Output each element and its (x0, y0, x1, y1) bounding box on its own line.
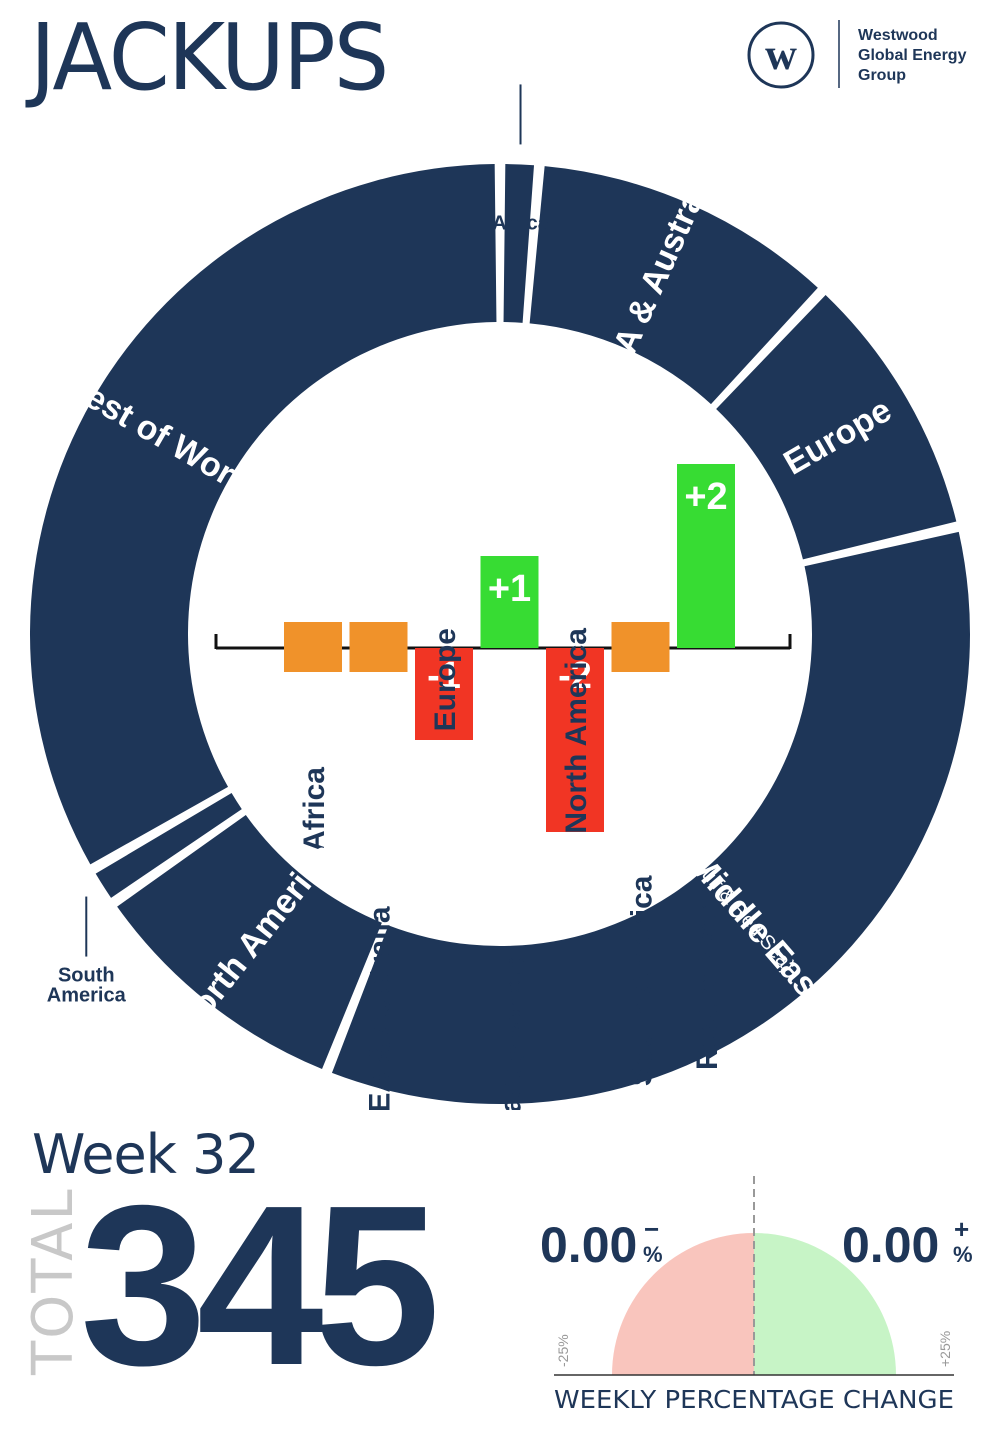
week-label: Week 32 (32, 1123, 260, 1186)
total-value: 345 (80, 1159, 440, 1413)
gauge-max-label: +25% (937, 1331, 953, 1367)
donut-slice-south-america (95, 793, 242, 898)
page-title: JACKUPS (30, 4, 389, 111)
bar-value-rest-of-world: +2 (684, 476, 727, 518)
bar-label-middle-east: Middle East (Persian Gulf) (495, 957, 528, 1111)
gauge-negative-value: 0.00 (540, 1217, 637, 1273)
logo-circle (747, 21, 815, 89)
gauge-positive-sign: + (954, 1214, 969, 1244)
donut-label-south-america: South America (47, 965, 127, 1007)
bar-value-europe: -1 (427, 655, 461, 697)
westwood-logo: w (747, 20, 840, 89)
gauge-min-label: -25% (555, 1334, 571, 1367)
gauge-negative-half (612, 1233, 754, 1375)
logo-line: Westwood (858, 27, 938, 44)
bar-label-europe: Europe (429, 628, 462, 731)
bar-rest-of-world (677, 464, 735, 648)
gauge-positive-unit: % (953, 1242, 973, 1267)
gauge-positive-value: 0.00 (842, 1217, 939, 1273)
bar-sea-and-australia (349, 622, 408, 672)
bar-value-middle-east: +1 (488, 568, 531, 610)
donut-label-africa: Africa (492, 212, 550, 234)
bar-label-rest-of-world: Rest of World (691, 876, 724, 1070)
bar-label-sea-and-australia: SEA & Australia (364, 906, 397, 1110)
donut-slice-rest-of-world (29, 164, 497, 865)
bar-africa (284, 622, 342, 672)
gauge-positive-half (754, 1233, 896, 1375)
donut-chart (29, 164, 970, 1104)
gauge-title: WEEKLY PERCENTAGE CHANGE (554, 1385, 954, 1414)
donut-slice-africa (503, 164, 535, 323)
bar-value-north-america: -2 (558, 655, 592, 697)
bar-label-africa: Africa (298, 767, 331, 852)
bar-label-north-america: North America (560, 628, 593, 834)
bar-south-america (611, 622, 670, 672)
donut-slice-europe (716, 295, 957, 560)
donut-slice-middle-east (331, 531, 970, 1104)
weekly-change-gauge: -25% +25%0.00 −% 0.00 +%WEEKLY PERCENTAGE CH… (540, 1176, 973, 1414)
bar-europe (415, 648, 473, 740)
total-label: TOTAL (21, 1187, 86, 1375)
gauge-negative-sign: − (644, 1214, 659, 1244)
bar-label-south-america: South America (626, 875, 659, 1086)
gauge-negative-unit: % (643, 1242, 663, 1267)
donut-slice-north-america (117, 814, 382, 1070)
bar-middle-east (480, 556, 539, 648)
logo-letter: w (765, 30, 797, 79)
logo-line: Group (858, 67, 906, 84)
bar-north-america (546, 648, 604, 832)
logo-company-name: Westwood Global Energy Group (858, 26, 966, 86)
logo-line: Global Energy (858, 47, 967, 64)
donut-slice-sea-and-australia (529, 166, 818, 405)
